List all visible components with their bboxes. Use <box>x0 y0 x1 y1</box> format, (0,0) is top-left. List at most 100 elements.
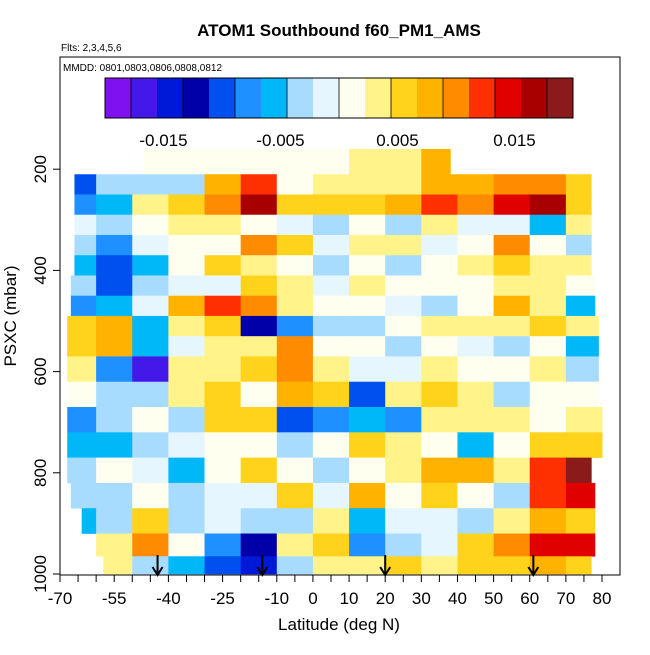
heatmap-cell <box>168 482 206 509</box>
heatmap-cell <box>385 148 422 175</box>
heatmap-cell <box>70 295 97 317</box>
heatmap-cell <box>493 508 531 534</box>
heatmap-cell <box>276 407 314 433</box>
heatmap-cell <box>421 148 451 175</box>
heatmap-cell <box>493 336 531 357</box>
heatmap-cell <box>349 148 386 175</box>
y-tick-label: 200 <box>31 155 50 183</box>
heatmap-cell <box>421 381 458 408</box>
heatmap-cell <box>529 356 567 383</box>
y-tick-label: 400 <box>31 256 50 284</box>
heatmap-cell <box>457 214 495 236</box>
heatmap-cell <box>132 275 169 296</box>
heatmap-cell <box>565 556 592 575</box>
heatmap-cell <box>103 556 133 575</box>
heatmap-cell <box>529 194 567 216</box>
heatmap-cell <box>240 336 278 357</box>
heatmap-cell <box>529 315 567 337</box>
heatmap-cell <box>168 255 206 276</box>
heatmap-cell <box>385 432 422 458</box>
heatmap-cell <box>204 315 242 337</box>
colorbar-swatch <box>521 78 548 118</box>
heatmap-cell <box>240 533 278 557</box>
heatmap-cell <box>74 214 97 236</box>
heatmap-cell <box>132 381 169 408</box>
colorbar-swatch <box>313 78 340 118</box>
heatmap-cell <box>132 457 169 484</box>
colorbar-swatch <box>391 78 418 118</box>
heatmap-cell <box>240 482 278 509</box>
heatmap-cell <box>457 533 495 557</box>
heatmap-cell <box>349 194 386 216</box>
heatmap-cell <box>457 356 495 383</box>
heatmap-cell <box>312 336 350 357</box>
heatmap-cell <box>168 148 206 175</box>
heatmap-cell <box>349 533 386 557</box>
heatmap-cell <box>385 533 422 557</box>
heatmap-cell <box>565 407 603 433</box>
heatmap-cell <box>565 336 599 357</box>
heatmap-cell <box>493 295 531 317</box>
heatmap-cell <box>529 295 567 317</box>
heatmap-cell <box>67 336 97 357</box>
heatmap-cell <box>132 482 169 509</box>
heatmap-cell <box>96 255 133 276</box>
heatmap-cell <box>132 194 169 216</box>
heatmap-cell <box>349 356 386 383</box>
colorbar-tick-label: 0.015 <box>493 131 536 150</box>
heatmap-cell <box>240 457 278 484</box>
heatmap-cell <box>276 234 314 256</box>
heatmap-cell <box>385 482 422 509</box>
heatmap-cell <box>240 174 278 195</box>
heatmap-cell <box>385 556 422 575</box>
heatmap-cell <box>96 275 133 296</box>
colorbar-swatch <box>183 78 210 118</box>
heatmap-cell <box>204 234 242 256</box>
heatmap-cell <box>457 336 495 357</box>
heatmap-cell <box>457 194 495 216</box>
heatmap-cell <box>132 556 169 575</box>
heatmap-cell <box>74 194 97 216</box>
heatmap-cell <box>493 255 531 276</box>
dates-subtitle: MMDD: 0801,0803,0806,0808,0812 <box>63 63 222 74</box>
heatmap-cell <box>565 234 592 256</box>
colorbar-swatch <box>131 78 158 118</box>
colorbar-tick-labels: -0.015 -0.005 0.005 0.015 <box>139 131 535 150</box>
heatmap-cell <box>240 508 278 534</box>
x-tick-label: 30 <box>412 589 431 608</box>
heatmap-cell <box>74 255 97 276</box>
heatmap-cell <box>493 174 531 195</box>
x-axis-label: Latitude (deg N) <box>278 615 400 634</box>
x-tick-label: 60 <box>520 589 539 608</box>
heatmap-cell <box>240 556 278 575</box>
x-tick-label: 50 <box>484 589 503 608</box>
heatmap-cell <box>96 407 133 433</box>
arrow-head <box>256 566 269 577</box>
heatmap-cell <box>276 381 314 408</box>
heatmap-cell <box>276 214 314 236</box>
heatmap-cell <box>67 457 97 484</box>
colorbar-swatch <box>443 78 470 118</box>
heatmap-cell <box>349 432 386 458</box>
heatmap-cell <box>276 336 314 357</box>
heatmap-cell <box>493 533 531 557</box>
heatmap-cell <box>240 275 278 296</box>
heatmap-cell <box>132 174 169 195</box>
heatmap-cell <box>565 315 599 337</box>
heatmap-cell <box>421 255 458 276</box>
heatmap-cell <box>493 381 531 408</box>
heatmap-cell <box>96 214 133 236</box>
heatmap-cell <box>312 407 350 433</box>
heatmap-cell <box>204 508 242 534</box>
heatmap-cell <box>349 336 386 357</box>
heatmap-cell <box>421 482 458 509</box>
heatmap-cell <box>168 407 206 433</box>
heatmap-cell <box>421 315 458 337</box>
heatmap-cell <box>529 556 567 575</box>
x-tick-label: -10 <box>265 589 290 608</box>
heatmap-cell <box>529 174 567 195</box>
heatmap-cell <box>421 295 458 317</box>
heatmap-cell <box>312 381 350 408</box>
heatmap-cell <box>385 194 422 216</box>
